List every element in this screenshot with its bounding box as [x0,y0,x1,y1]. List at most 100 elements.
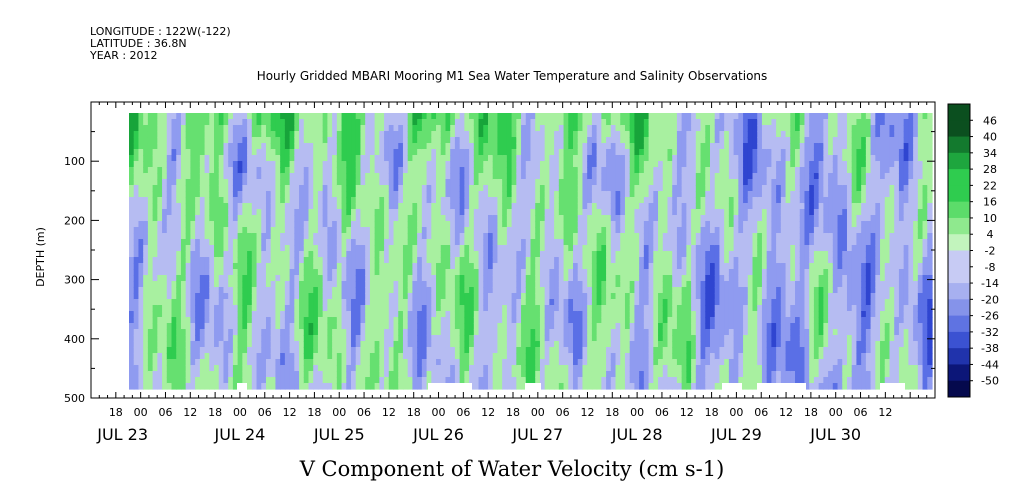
heatmap-cell [261,143,267,150]
heatmap-cell [204,293,210,300]
heatmap-cell [176,227,182,234]
heatmap-cell [152,251,158,258]
heatmap-cell [473,323,480,330]
heatmap-cell [171,173,177,180]
heatmap-cell [393,281,399,288]
heatmap-cell [497,119,503,126]
heatmap-cell [558,335,565,342]
heatmap-cell [525,299,532,306]
heatmap-cell [388,143,395,150]
heatmap-cell [483,293,489,300]
heatmap-cell [478,131,484,138]
heatmap-cell [289,227,295,234]
heatmap-cell [166,143,173,150]
heatmap-cell [629,365,636,372]
heatmap-cell [402,209,409,216]
heatmap-cell [299,275,305,282]
heatmap-cell [317,167,324,174]
heatmap-cell [218,119,225,126]
heatmap-cell [624,125,631,132]
heatmap-cell [606,323,612,330]
heatmap-cell [483,161,489,168]
heatmap-cell [275,215,281,222]
heatmap-cell [133,233,140,240]
heatmap-cell [228,131,234,138]
heatmap-cell [214,227,220,234]
heatmap-cell [587,287,593,294]
heatmap-cell [615,155,621,162]
heatmap-cell [138,269,144,276]
heatmap-cell [393,299,399,306]
heatmap-cell [610,323,617,330]
heatmap-cell [138,203,144,210]
heatmap-cell [199,131,206,138]
heatmap-cell [322,125,328,132]
heatmap-cell [402,329,409,336]
heatmap-cell [171,119,177,126]
heatmap-cell [525,377,532,384]
heatmap-cell [563,209,569,216]
heatmap-cell [388,275,395,282]
heatmap-cell [511,137,517,144]
heatmap-cell [497,329,503,336]
heatmap-cell [303,251,310,258]
heatmap-cell [521,227,527,234]
heatmap-cell [162,371,168,378]
heatmap-cell [195,353,201,360]
heatmap-cell [568,191,574,198]
heatmap-cell [388,365,395,372]
heatmap-cell [209,269,215,276]
heatmap-cell [332,275,338,282]
heatmap-cell [218,137,225,144]
heatmap-cell [270,353,277,360]
heatmap-cell [469,173,475,180]
heatmap-cell [610,143,617,150]
heatmap-cell [308,257,314,264]
heatmap-cell [265,335,272,342]
heatmap-cell [190,245,196,252]
heatmap-cell [539,341,546,348]
heatmap-cell [530,131,536,138]
heatmap-cell [294,233,300,240]
heatmap-cell [591,377,598,384]
heatmap-cell [190,209,196,216]
heatmap-cell [199,383,206,390]
heatmap-cell [256,227,262,234]
heatmap-cell [478,311,484,318]
heatmap-cell [502,383,508,390]
heatmap-cell [147,305,154,312]
heatmap-cell [247,137,253,144]
heatmap-cell [270,245,277,252]
heatmap-cell [629,305,636,312]
heatmap-cell [436,167,442,174]
heatmap-cell [166,161,173,168]
heatmap-cell [157,353,163,360]
heatmap-cell [610,299,617,306]
heatmap-cell [162,221,168,228]
heatmap-cell [431,167,437,174]
heatmap-cell [247,329,253,336]
heatmap-cell [610,125,617,132]
heatmap-cell [478,383,484,390]
heatmap-cell [426,233,432,240]
heatmap-cell [360,233,366,240]
heatmap-cell [582,341,588,348]
heatmap-cell [436,359,442,366]
heatmap-cell [214,335,220,342]
heatmap-cell [587,305,593,312]
heatmap-cell [436,335,442,342]
heatmap-cell [275,143,281,150]
heatmap-cell [402,335,409,342]
heatmap-cell [624,161,631,168]
heatmap-cell [180,239,187,246]
heatmap-cell [591,251,598,258]
heatmap-cell [469,161,475,168]
heatmap-cell [412,173,418,180]
heatmap-cell [624,317,631,324]
heatmap-cell [634,275,640,282]
heatmap-cell [473,335,480,342]
heatmap-cell [195,371,201,378]
heatmap-cell [185,305,191,312]
heatmap-cell [346,257,352,264]
heatmap-cell [374,113,380,120]
